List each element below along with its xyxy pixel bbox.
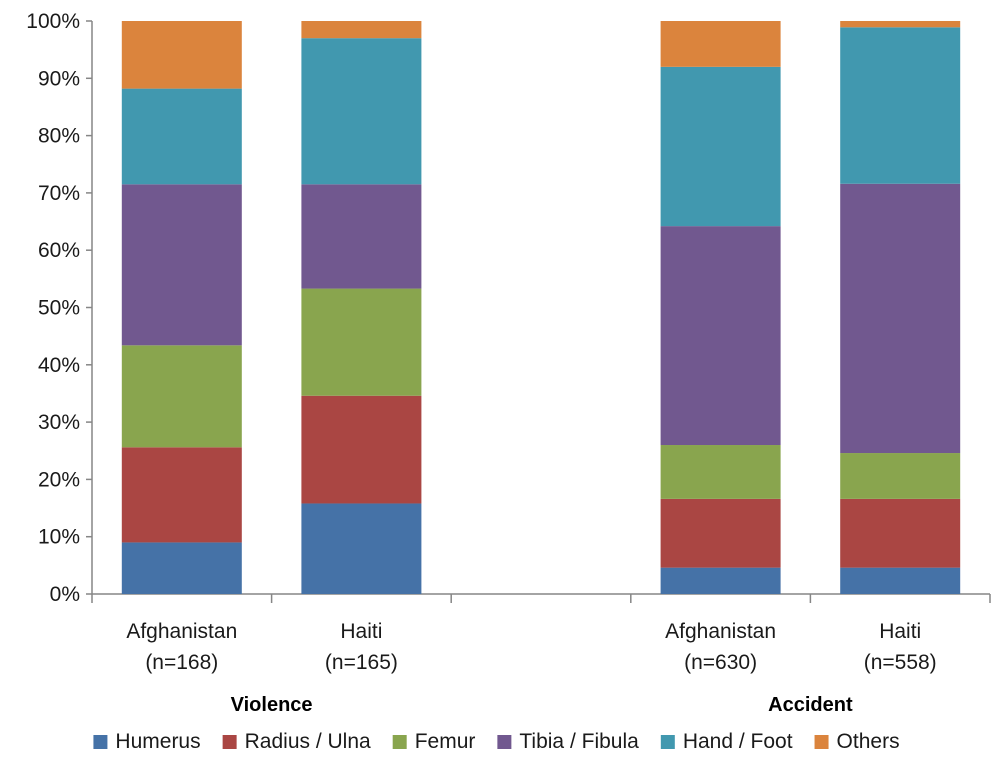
legend-item: Hand / Foot bbox=[660, 730, 793, 753]
y-tick-label: 80% bbox=[38, 125, 80, 148]
legend-swatch bbox=[497, 735, 512, 749]
bar-segment-tibia-fibula bbox=[660, 226, 781, 446]
legend: Humerus Radius / Ulna Femur Tibia / Fibula H… bbox=[93, 730, 900, 753]
legend-item: Others bbox=[814, 730, 900, 753]
x-axis bbox=[91, 593, 991, 603]
category-label-line2: (n=630) bbox=[684, 651, 757, 674]
bars bbox=[121, 21, 961, 594]
group-labels: Violence Accident bbox=[231, 694, 853, 716]
category-label-line1: Afghanistan bbox=[126, 620, 237, 643]
bar-segment-femur bbox=[840, 453, 961, 499]
legend-label: Radius / Ulna bbox=[245, 730, 371, 753]
bar-segment-tibia-fibula bbox=[121, 184, 242, 346]
category-label-line2: (n=165) bbox=[325, 651, 398, 674]
y-tick-label: 90% bbox=[38, 67, 80, 90]
legend-swatch bbox=[814, 735, 829, 749]
bar-segment-hand-foot bbox=[660, 66, 781, 227]
bar-segment-tibia-fibula bbox=[840, 183, 961, 454]
y-tick-label: 10% bbox=[38, 526, 80, 549]
bar-segment-radius-ulna bbox=[301, 395, 422, 504]
bar-segment-radius-ulna bbox=[660, 498, 781, 568]
legend-label: Others bbox=[837, 730, 900, 753]
bar-segment-hand-foot bbox=[840, 27, 961, 184]
legend-swatch bbox=[93, 735, 108, 749]
bar-segment-tibia-fibula bbox=[301, 184, 422, 289]
legend-item: Humerus bbox=[93, 730, 201, 753]
legend-item: Radius / Ulna bbox=[222, 730, 371, 753]
legend-swatch bbox=[392, 735, 407, 749]
y-axis: 0% 10% 20% 30% 40% 50% 60% 70% 80% 90% 100% bbox=[26, 10, 93, 606]
category-label-line1: Haiti bbox=[879, 620, 921, 643]
legend-swatch bbox=[660, 735, 675, 749]
legend-swatch bbox=[222, 735, 237, 749]
legend-item: Tibia / Fibula bbox=[497, 730, 639, 753]
bar-segment-hand-foot bbox=[121, 88, 242, 185]
y-tick-label: 20% bbox=[38, 468, 80, 491]
legend-item: Femur bbox=[392, 730, 476, 753]
y-tick-label: 50% bbox=[38, 297, 80, 320]
y-tick-label: 60% bbox=[38, 239, 80, 262]
y-tick-label: 0% bbox=[50, 583, 80, 606]
y-tick-label: 40% bbox=[38, 354, 80, 377]
category-labels: Afghanistan (n=168) Haiti (n=165) Afghanista… bbox=[126, 620, 936, 674]
bar-segment-femur bbox=[121, 345, 242, 448]
bar-segment-others bbox=[121, 21, 242, 89]
bar-segment-others bbox=[301, 21, 422, 39]
bar-segment-femur bbox=[301, 288, 422, 396]
category-label-line2: (n=558) bbox=[864, 651, 937, 674]
bar-segment-humerus bbox=[660, 567, 781, 594]
category-label-line1: Haiti bbox=[340, 620, 382, 643]
bar-segment-humerus bbox=[840, 567, 961, 594]
group-label: Violence bbox=[231, 694, 313, 716]
y-tick-label: 70% bbox=[38, 182, 80, 205]
y-tick-label: 30% bbox=[38, 411, 80, 434]
bar-segment-humerus bbox=[121, 542, 242, 594]
bar-segment-femur bbox=[660, 445, 781, 499]
bar-segment-humerus bbox=[301, 503, 422, 594]
bar-segment-others bbox=[660, 21, 781, 67]
bar-segment-radius-ulna bbox=[121, 447, 242, 543]
legend-label: Femur bbox=[415, 730, 476, 753]
legend-label: Humerus bbox=[115, 730, 200, 753]
legend-label: Hand / Foot bbox=[683, 730, 793, 753]
bar-segment-radius-ulna bbox=[840, 498, 961, 568]
y-tick-label: 100% bbox=[26, 10, 80, 33]
bar-segment-others bbox=[840, 21, 961, 28]
bar-segment-hand-foot bbox=[301, 38, 422, 185]
category-label-line1: Afghanistan bbox=[665, 620, 776, 643]
group-label: Accident bbox=[768, 694, 853, 716]
legend-label: Tibia / Fibula bbox=[519, 730, 639, 753]
category-label-line2: (n=168) bbox=[145, 651, 218, 674]
